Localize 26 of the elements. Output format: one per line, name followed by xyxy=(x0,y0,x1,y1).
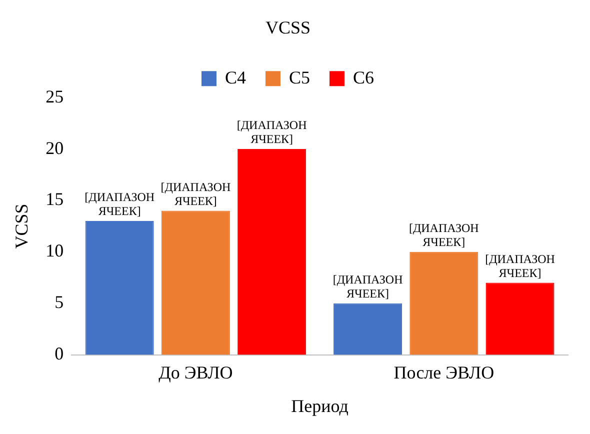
data-label: [ДИАПАЗОН ЯЧЕЕК] xyxy=(485,252,556,280)
bar xyxy=(238,149,306,355)
bar xyxy=(410,252,478,355)
data-label: [ДИАПАЗОН ЯЧЕЕК] xyxy=(160,180,231,208)
y-tick-label: 10 xyxy=(46,240,64,261)
data-label: [ДИАПАЗОН ЯЧЕЕК] xyxy=(332,272,404,301)
y-tick-label: 20 xyxy=(46,138,64,158)
bar xyxy=(334,303,402,355)
legend-label: C5 xyxy=(288,67,310,88)
legend-label: C4 xyxy=(224,67,246,88)
y-tick-label: 5 xyxy=(54,292,64,312)
y-tick-label: 15 xyxy=(46,189,64,210)
x-tick-label: После ЭВЛО xyxy=(394,362,494,382)
data-label: [ДИАПАЗОН ЯЧЕЕК] xyxy=(84,190,155,218)
y-tick-label: 0 xyxy=(54,344,64,364)
x-tick-label: До ЭВЛО xyxy=(158,362,233,382)
data-label: [ДИАПАЗОН ЯЧЕЕК] xyxy=(408,221,480,250)
y-tick-label: 25 xyxy=(46,86,64,106)
chart-title: VCSS xyxy=(265,18,311,38)
bar xyxy=(161,210,230,355)
legend-label: C6 xyxy=(353,67,374,88)
bar xyxy=(486,282,554,355)
data-label: [ДИАПАЗОН ЯЧЕЕК] xyxy=(236,118,308,146)
y-axis-title: VCSS xyxy=(12,204,32,249)
bar xyxy=(85,221,154,355)
x-axis-title: Период xyxy=(291,396,348,416)
